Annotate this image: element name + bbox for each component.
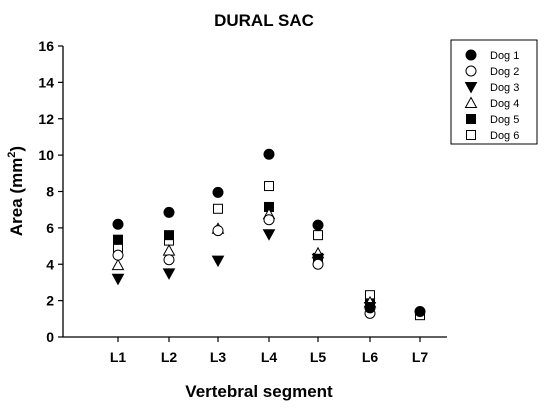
data-point-dog-5 bbox=[164, 230, 174, 241]
data-point-dog-5 bbox=[113, 234, 123, 245]
y-tick-label: 14 bbox=[38, 74, 54, 90]
legend-label-dog-3: Dog 3 bbox=[490, 82, 519, 94]
legend-marker-dog-3 bbox=[464, 82, 478, 94]
x-tick-label: L5 bbox=[310, 349, 327, 365]
y-tick-label: 16 bbox=[38, 38, 54, 54]
data-points bbox=[111, 148, 426, 321]
data-point-dog-3 bbox=[162, 268, 176, 280]
legend-label-dog-5: Dog 5 bbox=[490, 114, 519, 126]
legend-label-dog-4: Dog 4 bbox=[490, 98, 519, 110]
legend-label-dog-6: Dog 6 bbox=[490, 130, 519, 142]
y-tick-label: 10 bbox=[38, 147, 54, 163]
y-tick-label: 6 bbox=[46, 220, 54, 236]
data-point-dog-4 bbox=[162, 244, 176, 256]
legend-marker-dog-5 bbox=[466, 114, 476, 124]
data-point-dog-3 bbox=[262, 229, 276, 241]
y-tick-label: 2 bbox=[46, 293, 54, 309]
data-point-dog-6 bbox=[313, 230, 323, 241]
data-point-dog-1 bbox=[163, 206, 175, 218]
y-axis-label: Area (mm2) bbox=[6, 146, 26, 236]
y-tick-label: 4 bbox=[46, 256, 54, 272]
legend-box bbox=[450, 39, 538, 145]
data-point-dog-4 bbox=[111, 258, 125, 271]
y-ticks: 0 2 4 6 8 10 12 14 16 bbox=[38, 38, 63, 345]
data-point-dog-6 bbox=[213, 203, 223, 214]
legend: Dog 1 Dog 2 Dog 3 Dog 4 Dog 5 Dog 6 bbox=[450, 39, 538, 145]
legend-label-dog-2: Dog 2 bbox=[490, 66, 519, 78]
data-point-dog-3 bbox=[111, 273, 125, 286]
y-tick-label: 8 bbox=[46, 184, 54, 200]
legend-marker-dog-6 bbox=[466, 130, 476, 140]
chart-title: DURAL SAC bbox=[214, 11, 314, 30]
data-point-dog-2 bbox=[312, 258, 324, 270]
x-tick-label: L3 bbox=[210, 349, 227, 365]
data-point-dog-3 bbox=[211, 255, 225, 268]
x-ticks: L1 L2 L3 L4 L5 L6 L7 bbox=[110, 337, 429, 365]
legend-marker-dog-2 bbox=[465, 65, 477, 77]
data-point-dog-1 bbox=[263, 148, 275, 160]
y-tick-label: 12 bbox=[38, 111, 54, 127]
data-point-dog-1 bbox=[414, 306, 426, 318]
data-point-dog-1 bbox=[212, 186, 224, 198]
x-tick-label: L7 bbox=[412, 349, 429, 365]
x-tick-label: L1 bbox=[110, 349, 127, 365]
x-tick-label: L6 bbox=[362, 349, 379, 365]
data-point-dog-1 bbox=[364, 302, 376, 314]
data-point-dog-2 bbox=[212, 225, 224, 237]
data-point-dog-2 bbox=[263, 214, 275, 226]
axes bbox=[62, 46, 447, 338]
x-tick-label: L2 bbox=[161, 349, 178, 365]
data-point-dog-6 bbox=[264, 181, 274, 192]
data-point-dog-2 bbox=[112, 249, 124, 261]
legend-label-dog-1: Dog 1 bbox=[490, 50, 519, 62]
data-point-dog-2 bbox=[163, 254, 175, 266]
x-tick-label: L4 bbox=[261, 349, 278, 365]
data-point-dog-1 bbox=[312, 219, 324, 231]
x-axis-label: Vertebral segment bbox=[185, 382, 333, 401]
legend-marker-dog-1 bbox=[465, 49, 477, 61]
legend-marker-dog-4 bbox=[464, 96, 478, 108]
data-point-dog-1 bbox=[112, 218, 124, 230]
y-tick-label: 0 bbox=[46, 329, 54, 345]
